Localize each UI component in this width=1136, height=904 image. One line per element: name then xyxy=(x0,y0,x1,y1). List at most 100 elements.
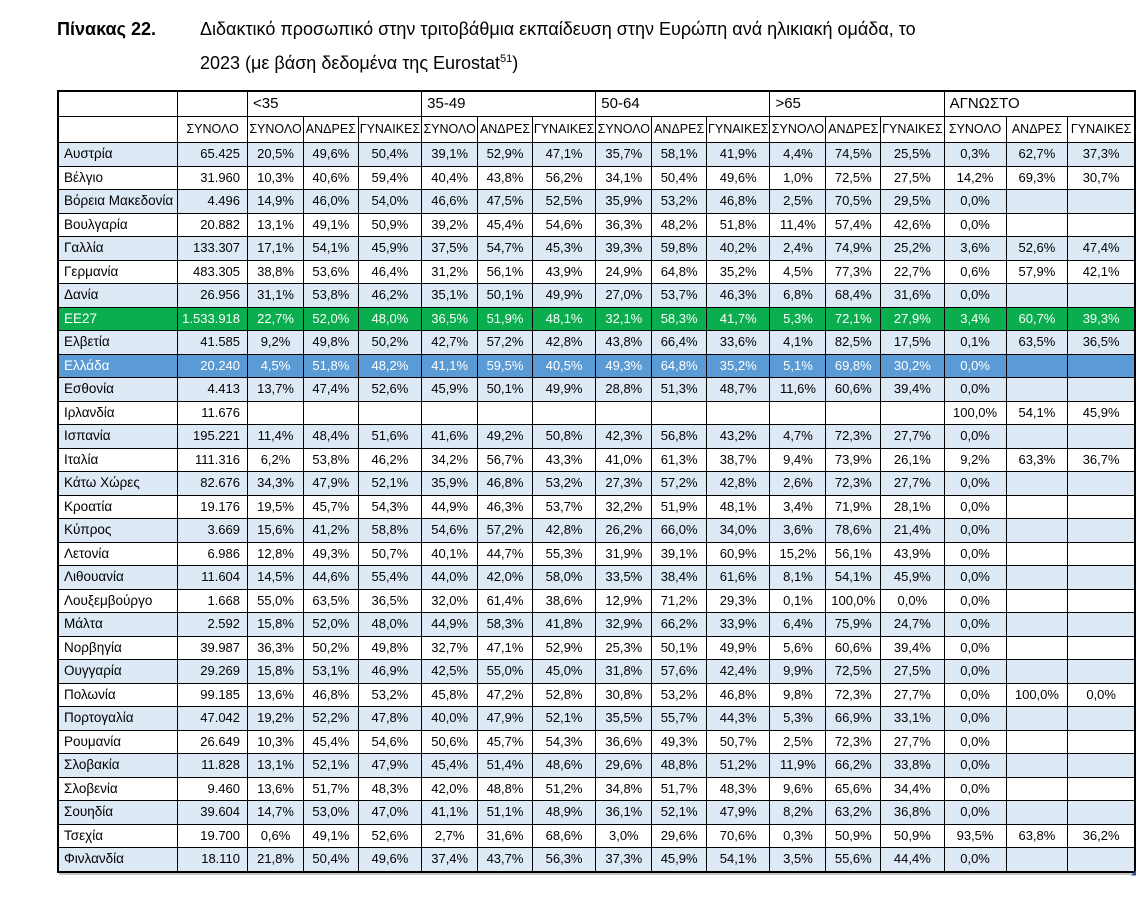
cell-value: 56,3% xyxy=(531,847,597,872)
cell-value: 24,7% xyxy=(880,612,945,637)
cell-value: 12,8% xyxy=(247,541,305,566)
cell-value: 41,1% xyxy=(421,800,479,825)
cell-value: 3,0% xyxy=(595,823,653,848)
cell-value: 57,9% xyxy=(1005,259,1069,284)
cell-value: 45,4% xyxy=(421,753,479,778)
blank-header xyxy=(57,116,179,143)
blank-header xyxy=(177,90,249,117)
cell-value: 45,0% xyxy=(531,659,597,684)
table-row: Σλοβακία 11.828 13,1% 52,1% 47,9% 45,4% 51,4% 4… xyxy=(57,753,1136,778)
cell-value: 53,2% xyxy=(357,682,423,707)
age-group-header: <35 xyxy=(247,90,423,117)
cell-value: 60,6% xyxy=(825,635,882,660)
cell-value xyxy=(1067,776,1136,801)
column-header: ΣΥΝΟΛΟ xyxy=(247,116,305,143)
age-group-header: >65 xyxy=(769,90,945,117)
cell-value: 66,4% xyxy=(651,330,707,355)
cell-value: 100,0% xyxy=(943,400,1007,425)
cell-total: 20.882 xyxy=(177,212,249,237)
cell-value: 0,0% xyxy=(943,424,1007,449)
teaching-staff-table: <35 35-49 50-64 >65 ΑΓΝΩΣΤΟ ΣΥΝΟΛΟ ΣΥΝΟΛΟ ΑΝΔΡ… xyxy=(57,90,1136,873)
cell-value: 64,8% xyxy=(651,353,707,378)
cell-value: 54,6% xyxy=(531,212,597,237)
cell-value: 39,4% xyxy=(880,635,945,660)
cell-value: 30,7% xyxy=(1067,165,1136,190)
cell-value: 9,6% xyxy=(769,776,827,801)
cell-value xyxy=(880,400,945,425)
cell-value: 43,8% xyxy=(595,330,653,355)
cell-value: 82,5% xyxy=(825,330,882,355)
cell-total: 133.307 xyxy=(177,236,249,261)
cell-value: 15,8% xyxy=(247,612,305,637)
cell-value: 50,7% xyxy=(357,541,423,566)
cell-value xyxy=(1067,424,1136,449)
cell-value: 47,9% xyxy=(303,471,359,496)
cell-value: 32,9% xyxy=(595,612,653,637)
cell-value: 6,4% xyxy=(769,612,827,637)
cell-value: 42,3% xyxy=(595,424,653,449)
column-header: ΣΥΝΟΛΟ xyxy=(421,116,479,143)
cell-value: 11,6% xyxy=(769,377,827,402)
cell-value: 14,5% xyxy=(247,565,305,590)
cell-value: 52,9% xyxy=(531,635,597,660)
cell-value: 0,0% xyxy=(943,377,1007,402)
cell-value: 9,2% xyxy=(247,330,305,355)
table-row: Εσθονία 4.413 13,7% 47,4% 52,6% 45,9% 50,1% 49,… xyxy=(57,377,1136,402)
cell-value: 34,1% xyxy=(595,165,653,190)
cell-value: 36,5% xyxy=(1067,330,1136,355)
cell-value: 63,5% xyxy=(303,588,359,613)
cell-value: 45,7% xyxy=(303,494,359,519)
cell-value: 59,4% xyxy=(357,165,423,190)
cell-value: 2,7% xyxy=(421,823,479,848)
cell-total: 4.496 xyxy=(177,189,249,214)
cell-value: 45,4% xyxy=(303,729,359,754)
cell-value: 47,2% xyxy=(477,682,533,707)
table-row: Βουλγαρία 20.882 13,1% 49,1% 50,9% 39,2% 45,4%… xyxy=(57,212,1136,237)
table-row: Βόρεια Μακεδονία 4.496 14,9% 46,0% 54,0% 46,6… xyxy=(57,189,1136,214)
cell-value: 0,0% xyxy=(943,729,1007,754)
cell-value: 51,2% xyxy=(705,753,771,778)
cell-total: 26.649 xyxy=(177,729,249,754)
table-row: Ιρλανδία 11.676 100,0% 54,1% 45,9% xyxy=(57,400,1136,425)
cell-value: 8,2% xyxy=(769,800,827,825)
cell-value: 0,0% xyxy=(943,588,1007,613)
cell-value xyxy=(595,400,653,425)
cell-value: 57,6% xyxy=(651,659,707,684)
table-row: Λετονία 6.986 12,8% 49,3% 50,7% 40,1% 44,7% 55,… xyxy=(57,541,1136,566)
cell-value: 51,8% xyxy=(705,212,771,237)
cell-country: Ουγγαρία xyxy=(57,659,179,684)
cell-value: 37,3% xyxy=(1067,142,1136,167)
cell-value: 70,6% xyxy=(705,823,771,848)
cell-value: 69,3% xyxy=(1005,165,1069,190)
table-caption-line2: 2023 (με βάση δεδομένα της Eurostat xyxy=(200,53,501,73)
cell-value: 14,2% xyxy=(943,165,1007,190)
cell-value xyxy=(1005,588,1069,613)
cell-value: 72,5% xyxy=(825,165,882,190)
cell-value: 54,1% xyxy=(303,236,359,261)
cell-value: 29,6% xyxy=(595,753,653,778)
table-row: ΕΕ27 1.533.918 22,7% 52,0% 48,0% 36,5% 51,9% 48… xyxy=(57,306,1136,331)
cell-value: 13,6% xyxy=(247,682,305,707)
column-header: ΑΝΔΡΕΣ xyxy=(303,116,359,143)
table-row: Πολωνία 99.185 13,6% 46,8% 53,2% 45,8% 47,2% 52… xyxy=(57,682,1136,707)
cell-value: 3,6% xyxy=(769,518,827,543)
cell-value: 56,2% xyxy=(531,165,597,190)
cell-value: 36,5% xyxy=(357,588,423,613)
cell-value: 54,3% xyxy=(357,494,423,519)
cell-value: 49,9% xyxy=(531,377,597,402)
cell-country: Ισπανία xyxy=(57,424,179,449)
table-row: Λιθουανία 11.604 14,5% 44,6% 55,4% 44,0% 42,0%… xyxy=(57,565,1136,590)
cell-value: 50,8% xyxy=(531,424,597,449)
cell-value: 13,1% xyxy=(247,753,305,778)
cell-value: 51,2% xyxy=(531,776,597,801)
cell-value: 15,8% xyxy=(247,659,305,684)
cell-value xyxy=(1067,729,1136,754)
cell-country: Σουηδία xyxy=(57,800,179,825)
cell-value: 100,0% xyxy=(825,588,882,613)
cell-value: 42,7% xyxy=(421,330,479,355)
cell-value xyxy=(531,400,597,425)
cell-value: 6,2% xyxy=(247,447,305,472)
cell-value: 46,0% xyxy=(303,189,359,214)
table-caption-line1: Διδακτικό προσωπικό στην τριτοβάθμια εκπ… xyxy=(200,19,916,39)
cell-value: 44,4% xyxy=(880,847,945,872)
